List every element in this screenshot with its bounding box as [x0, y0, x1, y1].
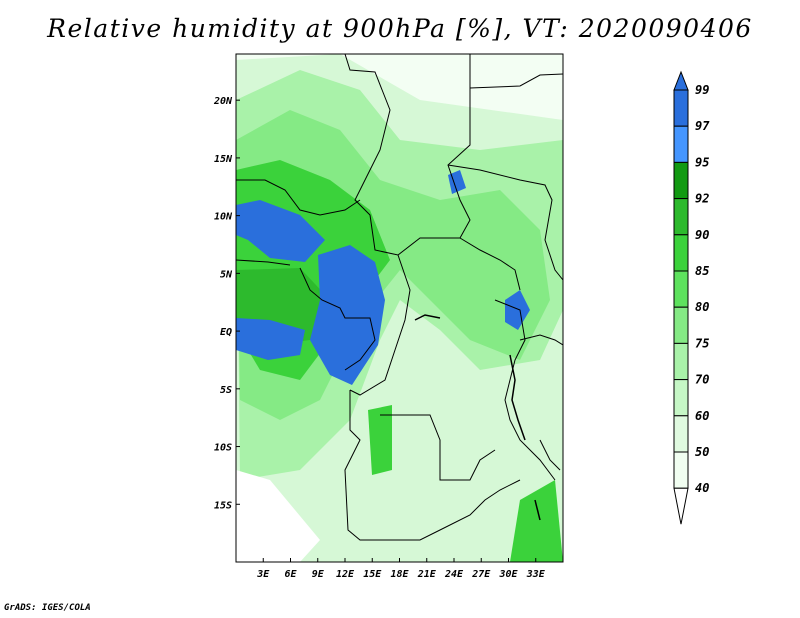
- longitude-tick-label: 15E: [363, 569, 382, 580]
- latitude-tick-label: 10S: [214, 443, 232, 454]
- longitude-axis: 3E 6E 9E 12E 15E 18E 21E 24E 27E 30E 33E: [256, 558, 546, 580]
- colorbar-level-label: 99: [695, 83, 709, 97]
- colorbar-segment: [673, 379, 689, 417]
- longitude-tick-label: 33E: [526, 569, 546, 580]
- colorbar-level-label: 60: [695, 409, 709, 423]
- colorbar-lower-arrow: [673, 487, 689, 525]
- longitude-tick-label: 9E: [312, 569, 325, 580]
- latitude-tick-label: 5S: [220, 385, 232, 396]
- colorbar-segment: [673, 89, 689, 127]
- latitude-tick-label: EQ: [220, 327, 232, 338]
- colorbar-level-label: 40: [695, 481, 709, 495]
- colorbar-level-label: 95: [695, 155, 709, 169]
- colorbar-segment: [673, 342, 689, 381]
- latitude-axis: 20N 15N 10N 5N EQ 5S 10S 15S: [213, 96, 240, 511]
- longitude-tick-label: 12E: [336, 569, 355, 580]
- longitude-tick-label: 3E: [256, 569, 270, 580]
- latitude-tick-label: 15S: [214, 500, 232, 511]
- humidity-contour-95-west: [236, 200, 325, 262]
- colorbar-level-label: 75: [695, 336, 709, 350]
- humidity-contour-95-north: [448, 170, 466, 194]
- colorbar-level-label: 92: [695, 192, 709, 206]
- chart-title: Relative humidity at 900hPa [%], VT: 202…: [47, 14, 753, 43]
- latitude-tick-label: 5N: [220, 269, 233, 280]
- humidity-contour-95-coast: [236, 318, 305, 360]
- longitude-tick-label: 24E: [444, 569, 464, 580]
- latitude-tick-label: 10N: [214, 212, 233, 223]
- colorbar-level-label: 70: [695, 373, 709, 387]
- longitude-tick-label: 30E: [498, 569, 518, 580]
- latitude-tick-label: 20N: [213, 96, 233, 107]
- longitude-tick-label: 18E: [390, 569, 409, 580]
- longitude-tick-label: 6E: [284, 569, 297, 580]
- longitude-tick-label: 21E: [417, 569, 437, 580]
- latitude-tick-label: 15N: [214, 154, 233, 165]
- colorbar-level-label: 50: [695, 445, 709, 459]
- colorbar-segment: [673, 415, 689, 453]
- colorbar-level-label: 80: [695, 300, 709, 314]
- map-panel: 3E 6E 9E 12E 15E 18E 21E 24E 27E 30E 33E 20N 15N 10N…: [213, 53, 564, 580]
- humidity-contour-95-east: [505, 290, 530, 330]
- colorbar-segment: [673, 234, 689, 272]
- longitude-tick-label: 27E: [471, 569, 491, 580]
- colorbar-segment: [673, 161, 689, 200]
- humidity-contour-85-south: [368, 405, 392, 475]
- colorbar: 99 97 95 92 90 85 80 75 70 60 50 40: [673, 70, 710, 525]
- grads-credit: GrADS: IGES/COLA: [4, 603, 91, 613]
- colorbar-level-label: 90: [695, 228, 709, 242]
- colorbar-segment: [673, 198, 689, 236]
- colorbar-segment: [673, 451, 689, 489]
- colorbar-level-label: 85: [695, 264, 709, 278]
- humidity-contour-40-southwest: [236, 470, 320, 562]
- humidity-contour-95-central: [310, 245, 385, 385]
- colorbar-upper-arrow: [673, 70, 689, 91]
- humidity-contour-85-southeast: [510, 480, 563, 562]
- lakes: [414, 314, 541, 521]
- colorbar-segment: [673, 270, 689, 308]
- colorbar-segment: [673, 306, 689, 344]
- colorbar-segment: [673, 125, 689, 163]
- colorbar-level-label: 97: [695, 119, 710, 133]
- country-borders: [236, 54, 563, 541]
